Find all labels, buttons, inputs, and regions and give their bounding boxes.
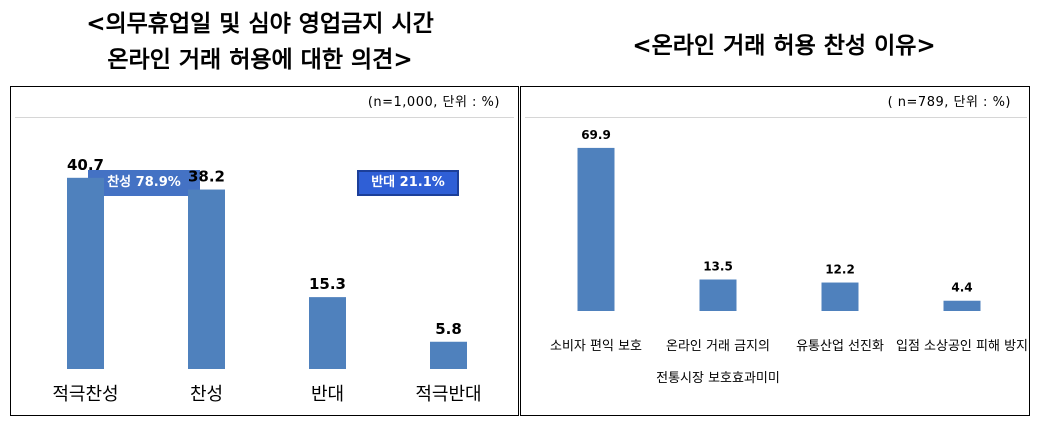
left-bar-chart: 40.7 적극찬성 38.2 찬성 15.3 반대 5.8 적극반대 [52, 156, 481, 405]
right-category-label-3: 유통산업 선진화 [796, 339, 884, 354]
right-category-label-2: 온라인 거래 금지의 전통시장 보호효과미미 [656, 339, 780, 386]
left-chart-panel: (n=1,000, 단위 : %) 찬성 78.9% 반대 21.1% 40.7… [10, 86, 519, 416]
left-category-label-2: 찬성 [190, 384, 223, 405]
left-chart-title: <의무휴업일 및 심야 영업금지 시간 온라인 거래 허용에 대한 의견> [0, 6, 520, 78]
left-title-line1: <의무휴업일 및 심야 영업금지 시간 [86, 11, 434, 37]
left-sample-note: (n=1,000, 단위 : %) [367, 95, 500, 110]
right-bar-3 [821, 282, 859, 311]
left-value-label-3: 15.3 [309, 275, 346, 293]
oppose-total-badge: 반대 21.1% [357, 170, 459, 196]
left-bar-2 [188, 189, 225, 369]
right-value-label-2: 13.5 [703, 260, 733, 274]
right-bar-1 [577, 147, 615, 311]
left-value-label-4: 5.8 [435, 320, 462, 338]
right-chart-title: <온라인 거래 허용 찬성 이유> [632, 33, 936, 59]
right-chart-panel: ( n=789, 단위 : %) 69.9 소비자 편익 보호 13.5 온라인 거래… [520, 86, 1030, 416]
left-category-label-1: 적극찬성 [52, 384, 118, 405]
left-bar-4 [430, 341, 467, 369]
left-value-label-2: 38.2 [188, 168, 225, 186]
left-value-label-1: 40.7 [67, 156, 104, 174]
right-value-label-3: 12.2 [825, 263, 855, 277]
right-bar-4 [943, 300, 981, 311]
left-category-label-4: 적극반대 [415, 384, 481, 405]
right-sample-note: ( n=789, 단위 : %) [887, 95, 1011, 110]
right-bar-2 [699, 279, 737, 311]
left-bar-3 [309, 297, 346, 369]
right-plot-area: 69.9 소비자 편익 보호 13.5 온라인 거래 금지의 전통시장 보호효과미미 12… [525, 117, 1027, 413]
left-category-label-3: 반대 [311, 384, 344, 405]
right-bar-chart: 69.9 소비자 편익 보호 13.5 온라인 거래 금지의 전통시장 보호효과미미 12… [550, 128, 1027, 386]
right-value-label-4: 4.4 [951, 281, 972, 295]
left-title-line2: 온라인 거래 허용에 대한 의견> [107, 47, 413, 73]
right-category-label-1: 소비자 편익 보호 [550, 339, 642, 354]
favor-total-badge: 찬성 78.9% [88, 170, 200, 196]
right-value-label-1: 69.9 [581, 128, 611, 142]
left-plot-area: 찬성 78.9% 반대 21.1% 40.7 적극찬성 38.2 찬성 15.3 반대 5.… [15, 117, 514, 413]
left-bar-1 [67, 177, 104, 369]
right-category-label-4: 입점 소상공인 피해 방지 [896, 339, 1027, 354]
